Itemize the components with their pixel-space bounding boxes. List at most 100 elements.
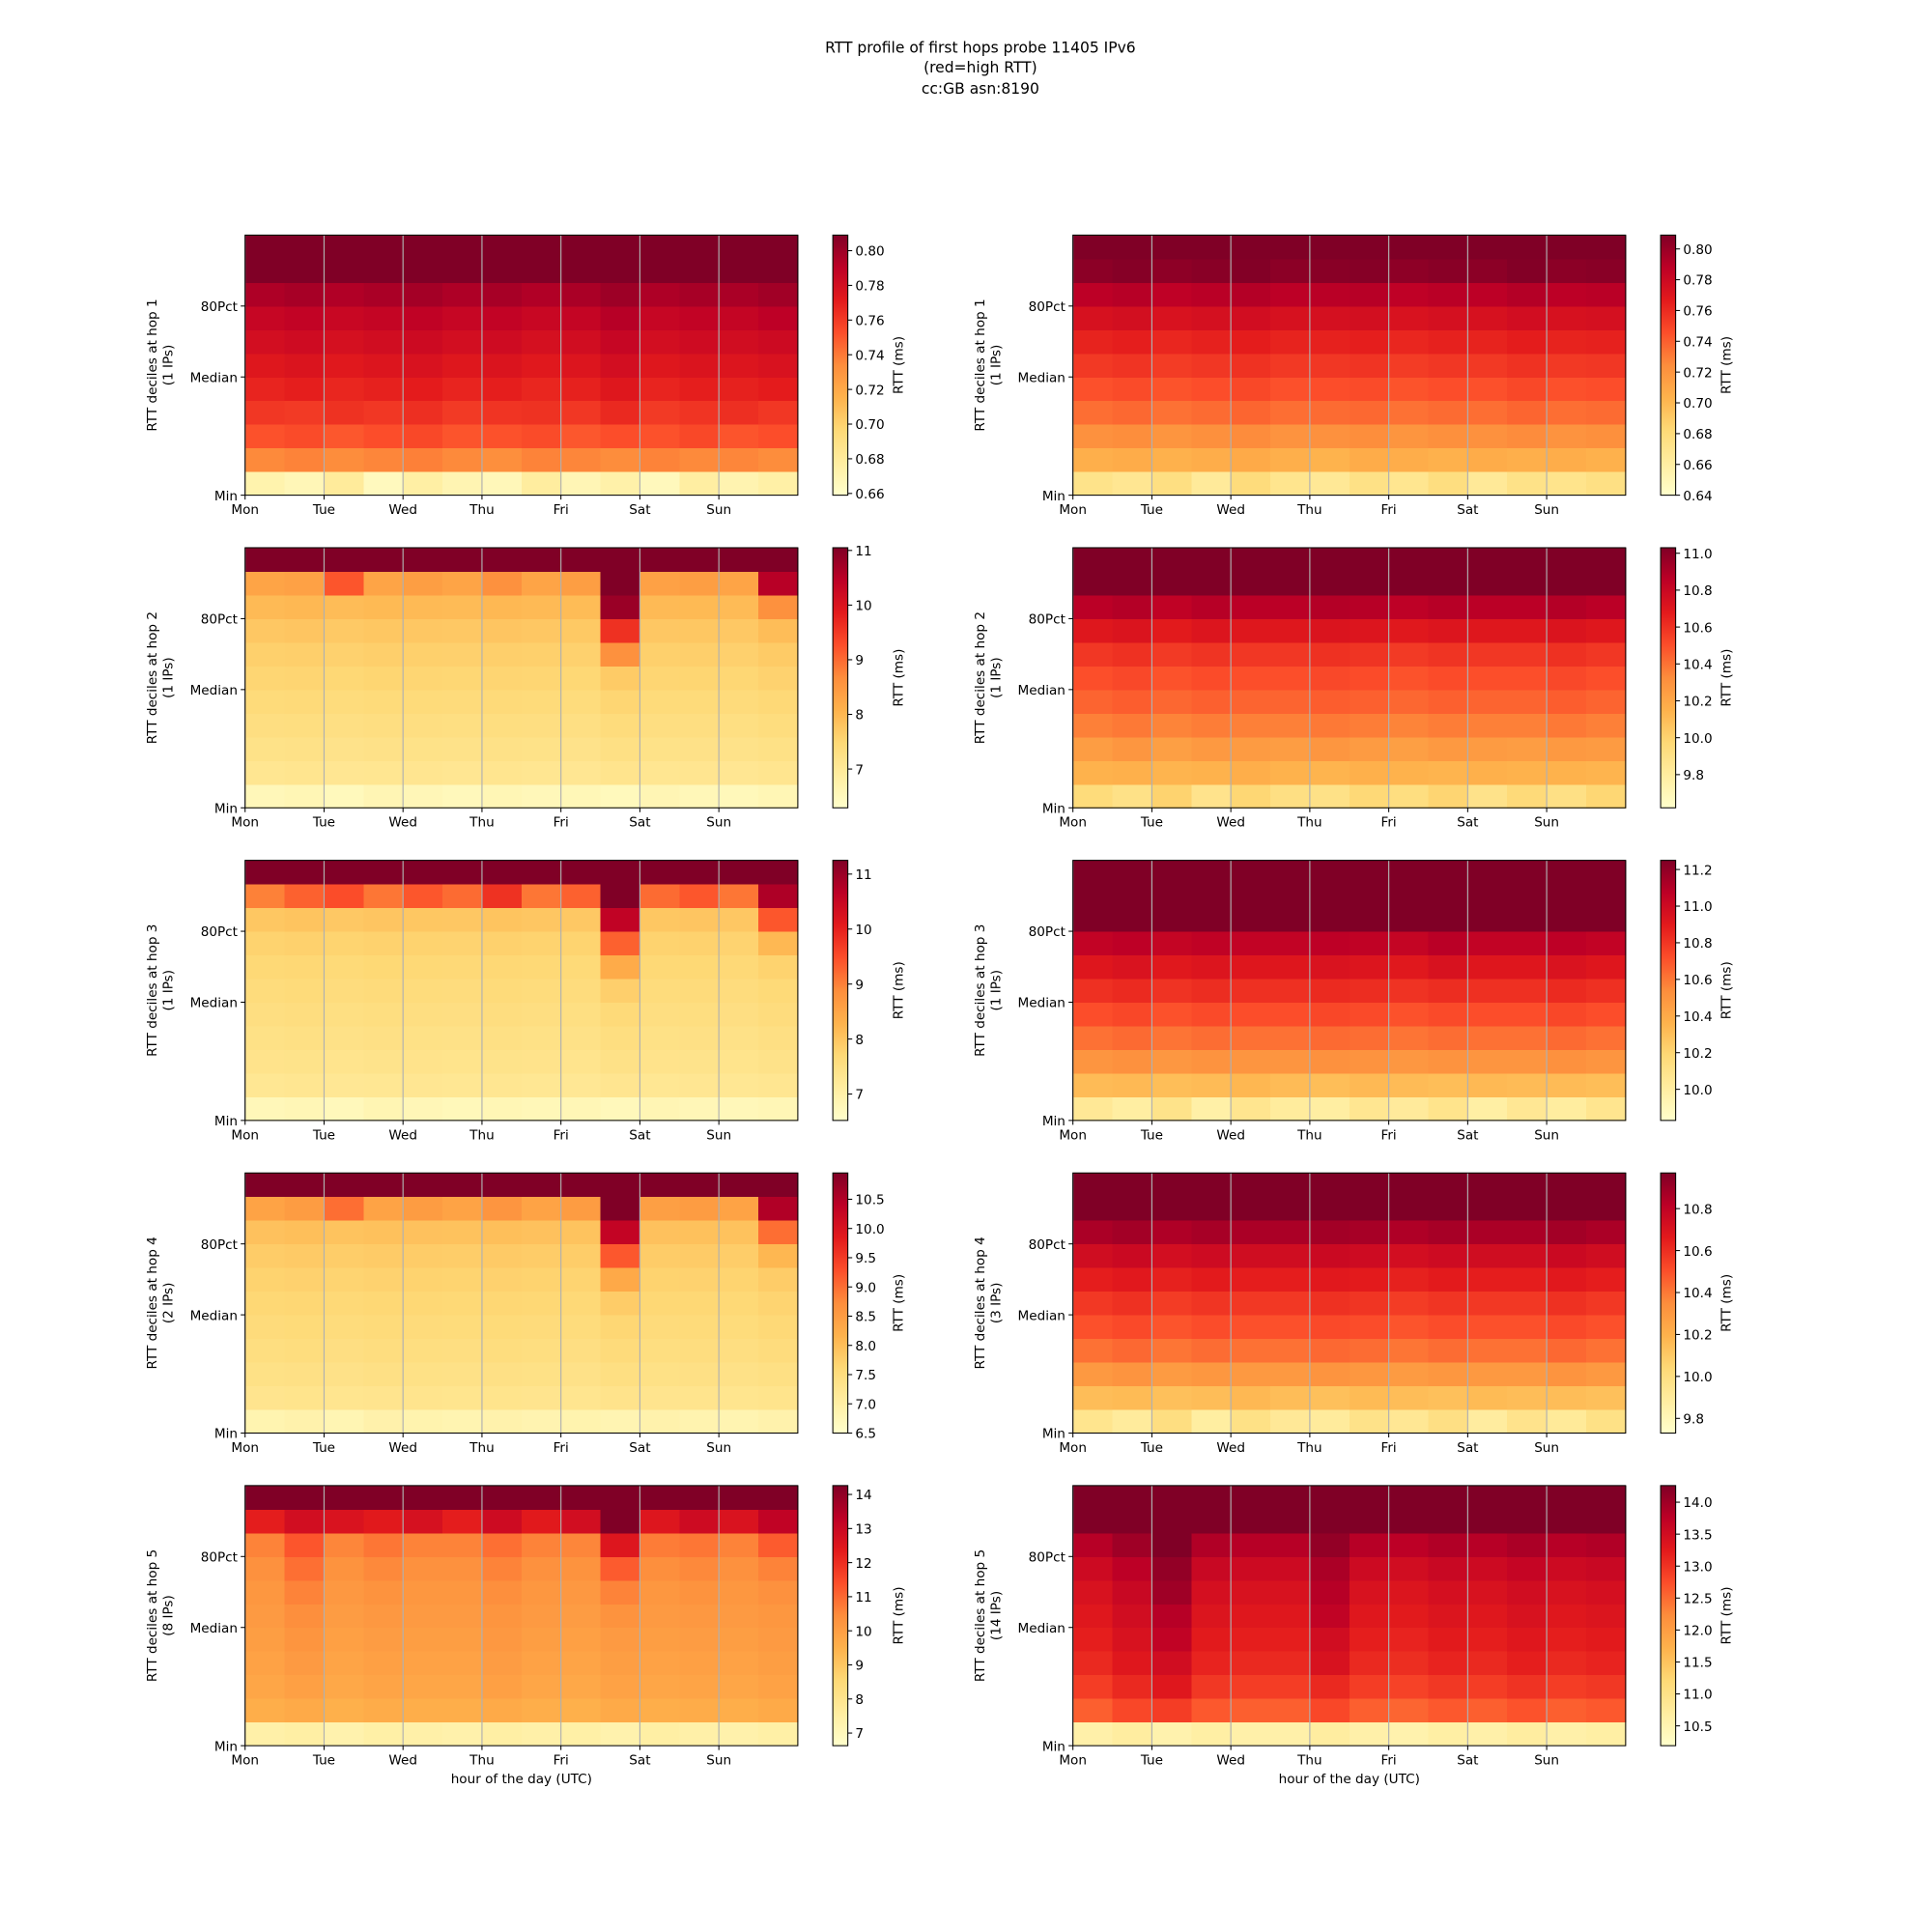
heatmap-cell	[442, 1025, 483, 1050]
heatmap-cell	[1585, 1385, 1627, 1410]
heatmap-cell	[1428, 1698, 1468, 1723]
heatmap-cell	[1191, 979, 1232, 1003]
x-tick-label: Wed	[388, 1127, 417, 1143]
x-tick-label: Sat	[629, 1127, 650, 1143]
heatmap-cell	[324, 907, 364, 932]
heatmap-cell	[1585, 258, 1627, 283]
figure-subtitle: (red=high RTT)	[923, 59, 1037, 76]
heatmap-cell	[1231, 258, 1271, 283]
heatmap-cell	[1547, 571, 1587, 596]
heatmap-cell	[324, 954, 364, 980]
heatmap-cell	[1191, 666, 1232, 691]
heatmap-cell	[1072, 783, 1114, 809]
heatmap-cell	[1428, 1196, 1468, 1221]
heatmap-cell	[1467, 1556, 1508, 1581]
heatmap-cell	[403, 931, 443, 956]
heatmap-cell	[1112, 713, 1152, 738]
heatmap-cell	[560, 954, 602, 980]
heatmap-cell	[560, 979, 602, 1003]
heatmap-cell	[1270, 1025, 1311, 1050]
heatmap-cell	[1112, 907, 1152, 932]
heatmap-cell	[1349, 377, 1390, 402]
heatmap-cell	[521, 1651, 562, 1676]
colorbar-tick-label: 14.0	[1683, 1495, 1712, 1511]
heatmap-cell	[1507, 235, 1548, 260]
heatmap-cell	[719, 471, 759, 497]
heatmap-cell	[1151, 1025, 1192, 1050]
heatmap-cell	[363, 235, 404, 260]
heatmap-cell	[1072, 1025, 1114, 1050]
colorbar-label: RTT (ms)	[892, 961, 907, 1019]
heatmap-cell	[1309, 353, 1350, 378]
heatmap-cell	[1428, 1651, 1468, 1676]
heatmap-cell	[244, 282, 286, 307]
heatmap-cell	[1112, 594, 1152, 619]
heatmap-cell	[324, 884, 364, 909]
heatmap-cell	[403, 594, 443, 619]
heatmap-cell	[600, 1243, 640, 1268]
heatmap-cell	[600, 736, 640, 761]
heatmap-cell	[639, 1220, 680, 1245]
heatmap-cell	[1507, 1002, 1548, 1027]
heatmap-cell	[560, 1485, 602, 1510]
heatmap-cell	[363, 329, 404, 355]
heatmap-cell	[284, 641, 325, 667]
heatmap-cell	[1072, 1509, 1114, 1534]
heatmap-cell	[600, 1096, 640, 1122]
heatmap-cell	[403, 1674, 443, 1699]
heatmap-cell	[1428, 1291, 1468, 1316]
x-tick-label: Thu	[469, 1127, 495, 1143]
heatmap-cell	[1151, 235, 1192, 260]
heatmap-cell	[403, 907, 443, 932]
heatmap-cell	[1428, 594, 1468, 619]
heatmap-cell	[363, 1049, 404, 1074]
heatmap-cell	[600, 1556, 640, 1581]
heatmap-cell	[1151, 1315, 1192, 1340]
heatmap-cell	[481, 1698, 523, 1723]
heatmap-cell	[363, 1002, 404, 1027]
colorbar-tick-label: 8.5	[855, 1310, 876, 1325]
heatmap-cell	[1309, 305, 1350, 330]
heatmap-cell	[324, 760, 364, 785]
y-tick-label: 80Pct	[201, 612, 238, 628]
heatmap-cell	[1507, 783, 1548, 809]
x-tick-label: Tue	[312, 1753, 335, 1769]
heatmap-cell	[1231, 1315, 1271, 1340]
heatmap-cell	[284, 1385, 325, 1410]
heatmap-cell	[1467, 954, 1508, 980]
heatmap-cell	[1191, 1556, 1232, 1581]
y-tick-label: Median	[1018, 1621, 1065, 1636]
heatmap-cell	[442, 1072, 483, 1097]
heatmap-cell	[719, 1072, 759, 1097]
heatmap-cell	[560, 1385, 602, 1410]
heatmap-cell	[244, 713, 286, 738]
heatmap-cell	[481, 258, 523, 283]
heatmap-cell	[1388, 1627, 1430, 1652]
colorbar-tick-label: 10.4	[1683, 1009, 1712, 1025]
heatmap-cell	[1270, 329, 1311, 355]
heatmap-cell	[1428, 641, 1468, 667]
heatmap-cell	[1547, 1243, 1587, 1268]
heatmap-cell	[1585, 1267, 1627, 1293]
heatmap-cell	[1349, 571, 1390, 596]
heatmap-cell	[1349, 618, 1390, 643]
heatmap-cell	[1112, 424, 1152, 449]
y-tick-label: Min	[1042, 1427, 1065, 1442]
heatmap-cell	[1072, 258, 1114, 283]
heatmap-cell	[1585, 1338, 1627, 1363]
heatmap-cell	[1072, 1604, 1114, 1629]
heatmap-cell	[403, 571, 443, 596]
colorbar-tick-label: 12	[855, 1556, 871, 1572]
heatmap-cell	[442, 1173, 483, 1198]
heatmap-cell	[442, 760, 483, 785]
heatmap-cell	[1309, 377, 1350, 402]
heatmap-cell	[1112, 1096, 1152, 1122]
heatmap-cell	[679, 1049, 720, 1074]
y-tick-label: Min	[1042, 489, 1065, 504]
heatmap-cell	[481, 666, 523, 691]
heatmap-cell	[442, 1409, 483, 1435]
colorbar-tick-label: 8	[855, 1692, 864, 1708]
x-tick-label: Tue	[312, 1127, 335, 1143]
heatmap-cell	[560, 1721, 602, 1747]
heatmap-cell	[1349, 713, 1390, 738]
